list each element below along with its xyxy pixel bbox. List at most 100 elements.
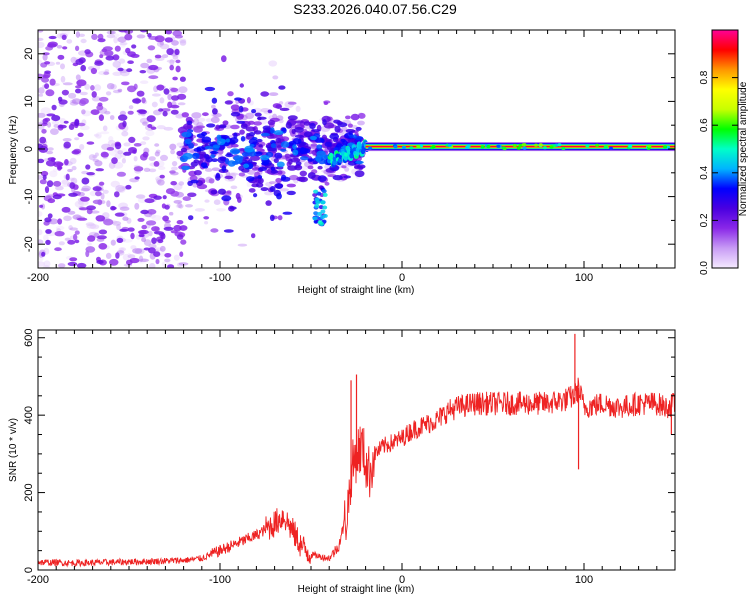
spectrogram-cell [136,90,145,97]
spectrogram-cell [314,137,324,143]
spectrogram-cell [337,157,343,163]
spectrogram-cell [240,136,246,142]
spectrogram-cell [258,144,263,148]
spectrogram-cell [85,250,90,258]
spectrogram-cell [85,222,95,227]
spectrogram-cell [80,187,90,192]
spectrogram-cell [38,143,43,150]
spectrogram-cell [68,192,78,197]
spectrogram-cell [172,76,178,81]
spectrogram-cell [350,113,360,121]
spectrogram-cell [368,146,373,150]
spectrogram-cell [39,179,47,185]
spectrogram-cell [42,52,50,56]
spectrogram-cell [201,136,212,143]
spectrogram-cell [47,213,53,219]
spectrogram-cell [98,181,105,186]
spectrogram-cell [94,60,104,66]
spectrogram-cell [121,81,130,86]
spectrogram-cell [227,91,234,97]
snr-axes: -200 -100 0 100 0 200 400 600 [23,329,676,586]
spectrogram-cell [251,167,260,171]
spectrogram-cell [276,193,282,200]
spectrogram-cell [163,226,174,231]
spectrogram-cell [80,38,87,44]
spectrogram-cell [307,165,314,170]
spectrogram-cell [322,119,327,126]
spectrogram-cell [148,156,156,162]
spectrogram-cell [402,145,406,149]
spectrogram-cell [177,202,183,208]
spectrogram-cell [260,108,270,113]
spectrogram-cell [274,152,283,159]
spectrogram-cell [260,187,269,192]
spectrogram-cell [154,54,162,59]
spectrogram-cell [127,110,134,115]
spectrogram-cell [233,155,244,161]
spectrogram-cell [128,136,136,143]
spectrogram-cell [230,143,239,148]
spectrogram-cell [47,157,56,161]
spectrogram-cell [57,218,63,225]
spectrogram-cell [91,91,97,98]
spectrogram-cell [480,145,485,149]
snr-marks [38,333,675,568]
spectrogram-cell [486,145,491,149]
spectrogram-cell [187,192,197,198]
spectrogram-cell [156,84,165,91]
spectrogram-cell [132,98,142,104]
spectrogram-cell [151,237,157,244]
spectrogram-cell [38,211,43,217]
spectrogram-cell [253,130,262,135]
spectrogram-cell [112,221,122,226]
spectrogram-cell [262,125,271,131]
spectrogram-cell [173,200,183,204]
spectrogram-cell [251,109,257,114]
spectrogram-cell [226,190,232,194]
spectrogram-cell [47,43,57,48]
spectrogram-cell [211,158,218,163]
spectrogram-cell [48,35,57,40]
spectrogram-cell [85,164,91,170]
spectrogram-cell [74,137,80,141]
spectrogram-cell [95,191,102,197]
spectrogram-cell [290,157,301,163]
spectrogram-cell [203,216,210,220]
spectrogram-cell [38,112,46,118]
spectrogram-cell [170,87,179,92]
spectrogram-cell [218,125,227,129]
spectrogram-cell [501,146,506,150]
spectrogram-cell [171,161,178,167]
spectrogram-cell [183,123,193,130]
spectrogram-cell [51,104,57,111]
spectrogram-cell [131,44,137,49]
spectrogram-cell [177,102,186,106]
spectrogram-cell [275,104,283,109]
spectrogram-cell [133,156,138,162]
spectrogram-cell [237,243,248,247]
spectrogram-cell [229,206,237,210]
spectrogram-cell [179,40,187,46]
spectrogram-cell [164,37,173,43]
spectrogram-cell [114,45,121,52]
spectrogram-cell [356,164,366,169]
spectrogram-cell [118,114,128,121]
spectrogram-cell [178,86,188,94]
spectrogram-cell [272,113,277,120]
spectrogram-cell [322,213,328,218]
spectrogram-cell [227,160,236,167]
y-tick-label: 400 [23,406,35,424]
spectrogram-cell [224,100,233,105]
spectrogram-cell [313,189,319,194]
y-tick-label: 600 [23,329,35,347]
spectrogram-cell [609,146,613,150]
spectrogram-cell [233,132,238,139]
spectrogram-cell [174,48,180,56]
spectrogram-cell [170,149,176,155]
spectrogram-cell [284,153,291,159]
spectrogram-cell [295,161,302,166]
spectrogram-cell [106,147,115,151]
spectrogram-cell [51,120,60,125]
spectrogram-cell [138,109,147,115]
spectrogram-cell [316,144,323,150]
